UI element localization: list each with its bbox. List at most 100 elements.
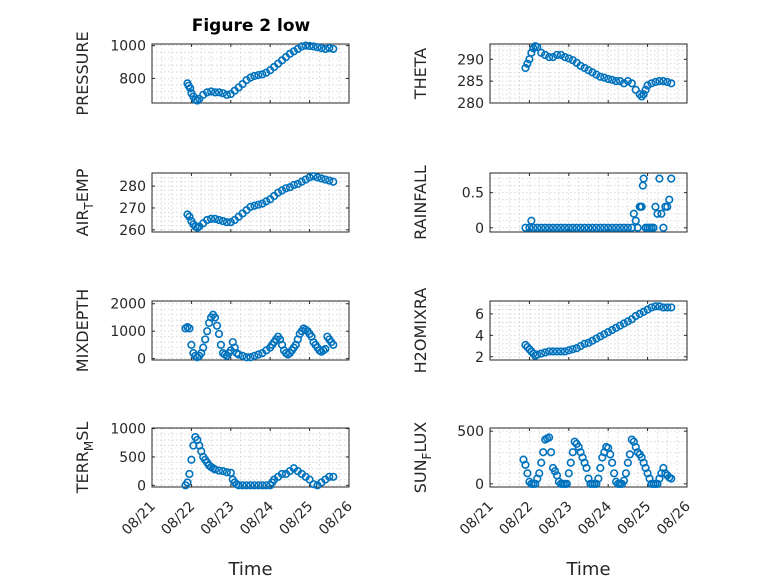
data-point [254, 350, 263, 359]
data-point [521, 63, 530, 73]
data-point [537, 349, 546, 358]
data-point [641, 85, 650, 94]
data-point [623, 223, 633, 232]
data-point [667, 474, 676, 483]
data-point [631, 311, 640, 321]
data-point [309, 480, 318, 489]
data-point [576, 341, 585, 351]
data-point [572, 223, 581, 232]
data-point [186, 84, 195, 93]
data-point [246, 73, 255, 82]
data-point [663, 303, 672, 312]
data-point [560, 347, 569, 356]
axes-box [151, 172, 350, 233]
axes-box [151, 43, 350, 104]
y-tick-label: 0 [475, 477, 484, 493]
data-point [633, 223, 642, 232]
data-point [210, 313, 220, 322]
data-point [544, 53, 554, 62]
data-point [222, 90, 231, 99]
data-point [546, 448, 556, 457]
data-point [183, 210, 192, 219]
y-axis-label: AIRTEMP [73, 168, 96, 236]
data-point [568, 448, 577, 457]
data-point [623, 317, 633, 326]
y-tick-label: 280 [119, 179, 146, 195]
data-point [611, 223, 621, 232]
y-tick-label: 1000 [110, 324, 146, 340]
data-point [637, 202, 646, 211]
data-point [627, 79, 636, 88]
data-point [619, 319, 629, 328]
data-point [544, 223, 554, 232]
data-point [592, 223, 601, 232]
data-point [560, 53, 569, 62]
data-point [633, 448, 642, 457]
data-point [631, 216, 640, 225]
data-point [325, 43, 334, 53]
data-point [659, 303, 668, 312]
data-point [659, 223, 668, 232]
data-point [596, 332, 605, 341]
data-point [592, 334, 601, 343]
data-point [238, 351, 247, 360]
data-point [281, 184, 291, 193]
data-point [246, 481, 255, 490]
data-point [611, 323, 621, 332]
data-point [564, 223, 573, 232]
data-point [582, 463, 591, 473]
data-point [234, 481, 243, 490]
data-point [523, 59, 532, 68]
data-point [596, 72, 605, 81]
data-point [657, 209, 666, 218]
data-point [651, 202, 660, 211]
data-point [596, 223, 605, 232]
data-point [552, 223, 562, 232]
data-point [325, 472, 334, 481]
data-point [667, 303, 676, 312]
data-point [625, 450, 634, 459]
data-point [604, 223, 613, 232]
data-point [600, 73, 609, 82]
data-point [537, 458, 546, 467]
data-point [216, 340, 226, 350]
data-point [527, 48, 536, 57]
y-tick-label: 500 [119, 450, 146, 466]
data-point [533, 223, 542, 232]
data-point [611, 77, 621, 86]
data-point [533, 42, 542, 52]
data-point [535, 469, 544, 478]
y-tick-label: 500 [457, 424, 484, 440]
data-point [643, 305, 652, 314]
data-point [621, 469, 631, 478]
data-point [667, 79, 676, 88]
axes-box [151, 427, 350, 488]
data-point [321, 175, 330, 184]
y-tick-label: 0.5 [462, 186, 484, 202]
data-point [627, 435, 636, 444]
data-point [187, 455, 196, 464]
data-point [635, 90, 644, 99]
data-point [309, 172, 318, 181]
data-point [608, 458, 617, 467]
data-point [210, 88, 220, 97]
y-tick-label: 2000 [110, 297, 146, 313]
data-point [594, 474, 603, 483]
data-point [637, 92, 646, 101]
data-point [289, 180, 298, 190]
data-point [250, 351, 259, 360]
y-tick-label: 280 [457, 96, 484, 112]
data-point [552, 50, 562, 60]
data-point [201, 335, 210, 344]
data-point [309, 42, 318, 51]
data-point [305, 475, 314, 484]
subplot-air: 260 270 280 AIRTEMP [73, 168, 350, 239]
data-point [550, 467, 560, 476]
subplot-theta: 280 285 290 THETA [411, 42, 688, 112]
data-point [210, 214, 220, 223]
y-tick-label: 1000 [110, 39, 146, 55]
data-point [548, 223, 558, 232]
data-point [610, 469, 619, 478]
